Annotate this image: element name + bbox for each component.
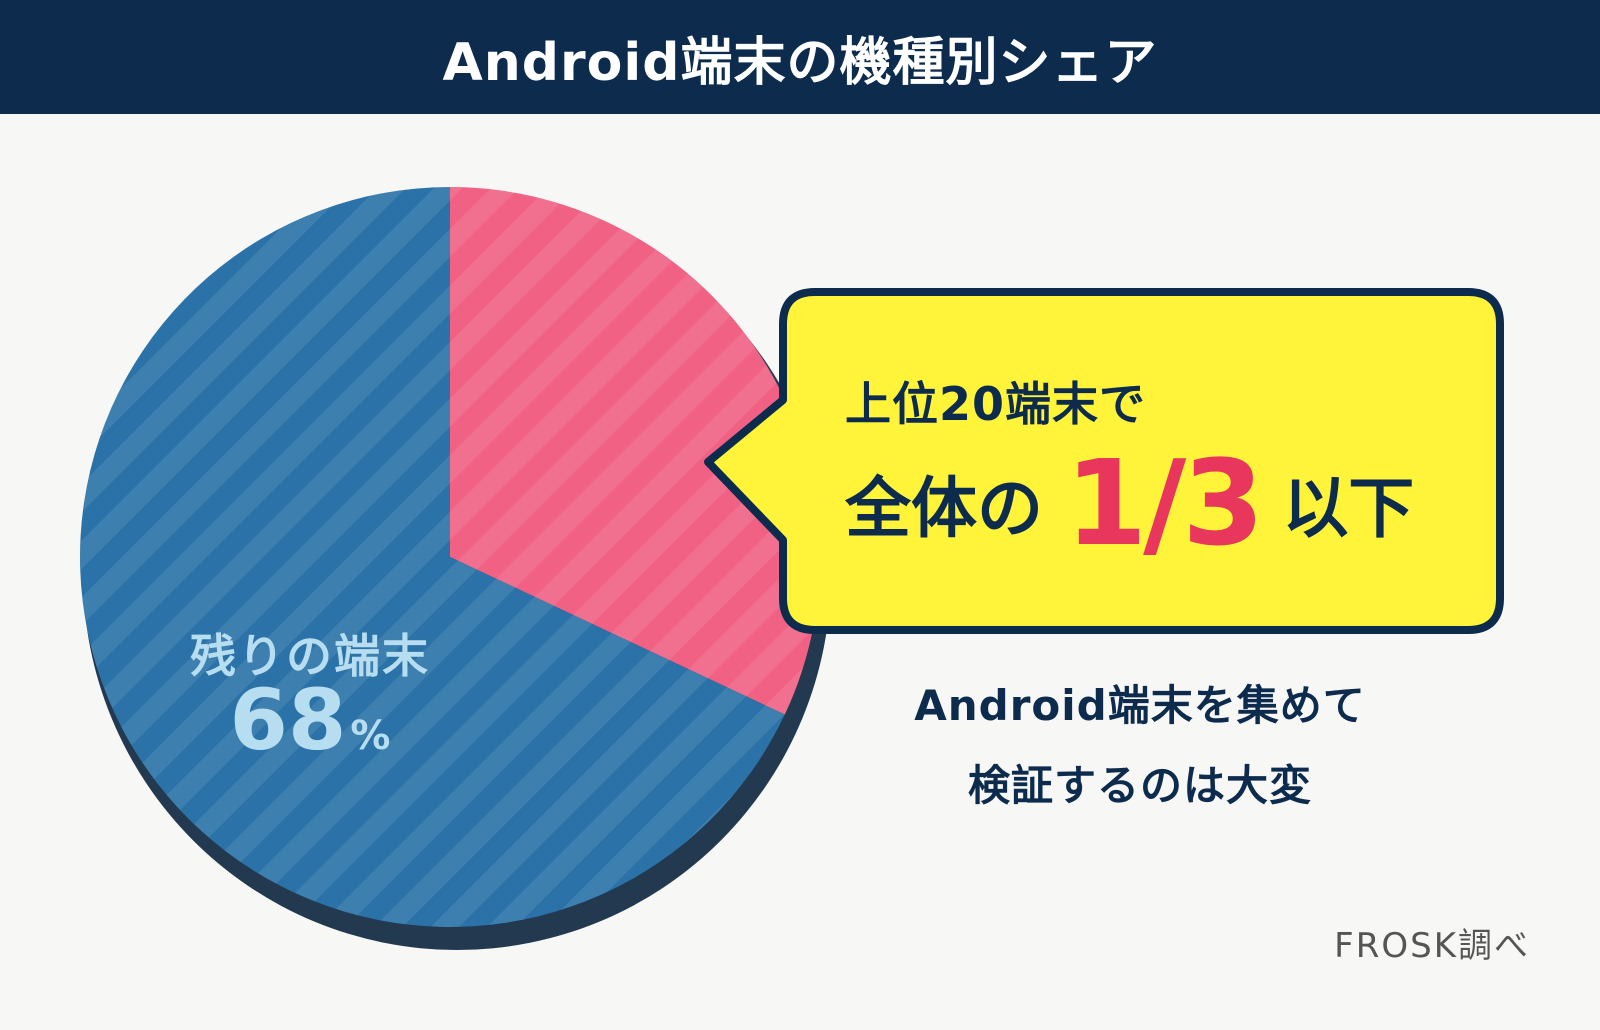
- remaining-slice-value: 68%: [150, 670, 470, 786]
- note-line-2: 検証するのは大変: [967, 761, 1312, 810]
- remaining-slice-label: 残りの端末: [190, 629, 430, 683]
- callout-bubble: [704, 288, 1504, 634]
- remaining-value-unit: %: [350, 713, 391, 759]
- pie-chart: [79, 187, 1504, 950]
- note-line-1: Android端末を集めて: [914, 681, 1366, 730]
- callout-suffix: 以下: [1282, 470, 1415, 547]
- remaining-value-number: 68: [229, 671, 347, 769]
- callout-line-2: 全体の 1/3 以下: [845, 434, 1415, 572]
- source-credit: FROSK調べ: [1334, 926, 1530, 966]
- callout-line-1: 上位20端末で: [845, 377, 1147, 431]
- header-bar: Android端末の機種別シェア: [0, 0, 1600, 114]
- pie-slice-2-stripes: [79, 187, 785, 928]
- callout-fraction: 1/3: [1065, 434, 1264, 572]
- callout-prefix: 全体の: [845, 470, 1043, 547]
- pie-slice-1-stripes: [450, 187, 820, 715]
- page-title: Android端末の機種別シェア: [442, 32, 1158, 93]
